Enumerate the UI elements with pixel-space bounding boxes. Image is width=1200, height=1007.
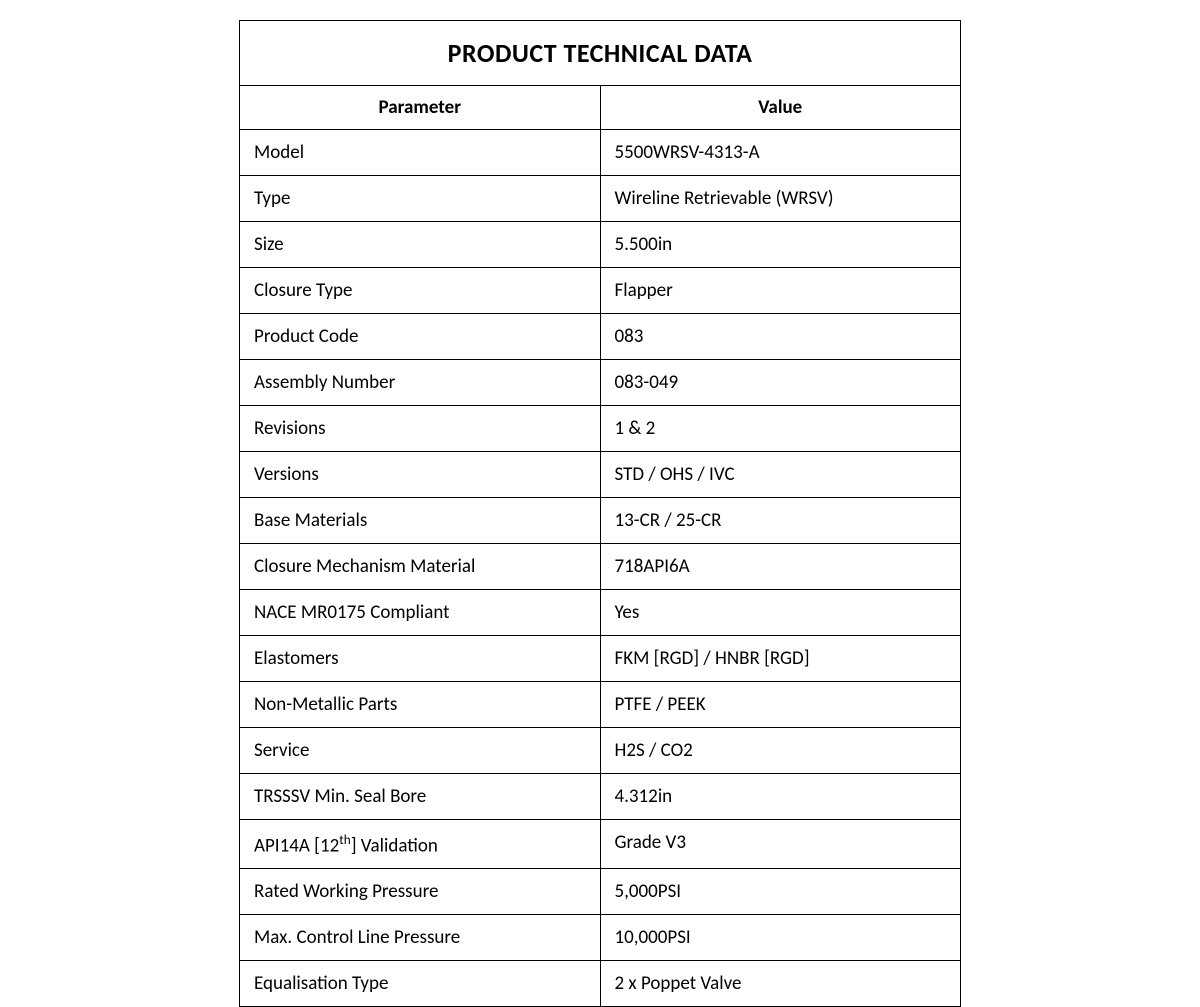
parameter-cell: Closure Mechanism Material (240, 544, 601, 589)
parameter-cell: Rated Working Pressure (240, 869, 601, 914)
parameter-cell: Model (240, 130, 601, 175)
table-row: ServiceH2S / CO2 (240, 728, 960, 774)
table-row: TRSSSV Min. Seal Bore4.312in (240, 774, 960, 820)
value-cell: 718API6A (601, 544, 961, 589)
value-cell: 10,000PSI (601, 915, 961, 960)
table-row: NACE MR0175 CompliantYes (240, 590, 960, 636)
value-cell: 083-049 (601, 360, 961, 405)
value-cell: 083 (601, 314, 961, 359)
value-cell: 13-CR / 25-CR (601, 498, 961, 543)
value-cell: 4.312in (601, 774, 961, 819)
table-row: Size5.500in (240, 222, 960, 268)
table-row: Closure Mechanism Material718API6A (240, 544, 960, 590)
value-cell: 5.500in (601, 222, 961, 267)
parameter-cell: Revisions (240, 406, 601, 451)
parameter-cell: Max. Control Line Pressure (240, 915, 601, 960)
table-title: PRODUCT TECHNICAL DATA (240, 21, 960, 86)
table-row: Assembly Number083-049 (240, 360, 960, 406)
table-row: Base Materials13-CR / 25-CR (240, 498, 960, 544)
table-header-row: Parameter Value (240, 86, 960, 130)
parameter-cell: Closure Type (240, 268, 601, 313)
table-row: Revisions1 & 2 (240, 406, 960, 452)
table-row: Model5500WRSV-4313-A (240, 130, 960, 176)
table-row: Closure TypeFlapper (240, 268, 960, 314)
value-cell: Wireline Retrievable (WRSV) (601, 176, 961, 221)
parameter-cell: Size (240, 222, 601, 267)
value-cell: FKM [RGD] / HNBR [RGD] (601, 636, 961, 681)
column-header-parameter: Parameter (240, 86, 601, 129)
table-row: ElastomersFKM [RGD] / HNBR [RGD] (240, 636, 960, 682)
value-cell: 5500WRSV-4313-A (601, 130, 961, 175)
value-cell: STD / OHS / IVC (601, 452, 961, 497)
table-body: Model5500WRSV-4313-ATypeWireline Retriev… (240, 130, 960, 1006)
table-row: Rated Working Pressure5,000PSI (240, 869, 960, 915)
parameter-cell: Base Materials (240, 498, 601, 543)
parameter-cell: API14A [12th] Validation (240, 820, 601, 868)
parameter-cell: Non-Metallic Parts (240, 682, 601, 727)
value-cell: H2S / CO2 (601, 728, 961, 773)
table-row: API14A [12th] ValidationGrade V3 (240, 820, 960, 869)
table-row: TypeWireline Retrievable (WRSV) (240, 176, 960, 222)
column-header-value: Value (601, 86, 961, 129)
table-row: Non-Metallic PartsPTFE / PEEK (240, 682, 960, 728)
parameter-cell: TRSSSV Min. Seal Bore (240, 774, 601, 819)
parameter-cell: Service (240, 728, 601, 773)
parameter-cell: Assembly Number (240, 360, 601, 405)
parameter-cell: Type (240, 176, 601, 221)
value-cell: Yes (601, 590, 961, 635)
value-cell: 1 & 2 (601, 406, 961, 451)
technical-data-table: PRODUCT TECHNICAL DATA Parameter Value M… (239, 20, 961, 1007)
parameter-cell: NACE MR0175 Compliant (240, 590, 601, 635)
parameter-cell: Versions (240, 452, 601, 497)
parameter-cell: Elastomers (240, 636, 601, 681)
value-cell: Flapper (601, 268, 961, 313)
table-row: Product Code083 (240, 314, 960, 360)
value-cell: PTFE / PEEK (601, 682, 961, 727)
parameter-cell: Product Code (240, 314, 601, 359)
value-cell: 5,000PSI (601, 869, 961, 914)
value-cell: Grade V3 (601, 820, 961, 868)
table-row: Max. Control Line Pressure10,000PSI (240, 915, 960, 961)
table-row: VersionsSTD / OHS / IVC (240, 452, 960, 498)
